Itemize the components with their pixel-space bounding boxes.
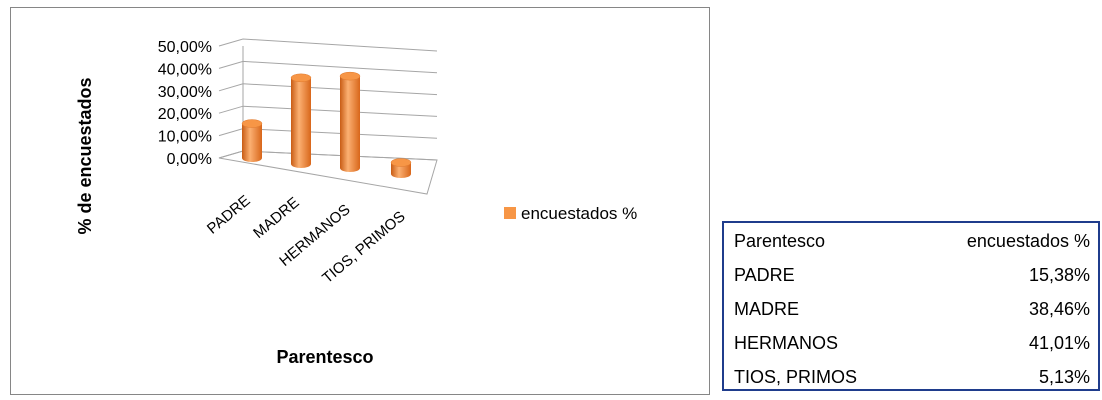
bars	[241, 71, 412, 178]
y-tick-label: 0,00%	[167, 151, 212, 168]
table-header-cell: encuestados %	[966, 231, 1090, 251]
table-cell: 5,13%	[1038, 367, 1090, 387]
table-cell: 41,01%	[1028, 333, 1090, 353]
gridline	[218, 38, 438, 52]
y-tick-label: 50,00%	[158, 39, 212, 56]
bar-body	[391, 162, 411, 178]
bar	[339, 71, 361, 172]
x-tick-label: PADRE	[204, 192, 254, 238]
bar-top	[290, 73, 312, 83]
bar-chart: 0,00% 10,00% 20,00% 30,00% 40,00% 50,00% PADR…	[75, 38, 637, 367]
y-axis-ticks: 0,00% 10,00% 20,00% 30,00% 40,00% 50,00%	[158, 39, 212, 168]
y-axis-title: % de encuestados	[75, 77, 95, 234]
gridline	[218, 105, 438, 117]
floor	[218, 150, 438, 195]
y-tick-label: 10,00%	[158, 129, 212, 146]
table-row: MADRE 38,46%	[724, 293, 1098, 327]
y-tick-label: 30,00%	[158, 84, 212, 101]
table-cell: MADRE	[734, 299, 800, 319]
table-cell: 38,46%	[1028, 299, 1090, 319]
gridlines	[218, 38, 438, 195]
x-tick-label: MADRE	[250, 194, 302, 242]
table-cell: TIOS, PRIMOS	[734, 367, 858, 387]
legend: encuestados %	[504, 204, 637, 223]
bar	[290, 73, 312, 168]
table-header-row: Parentesco encuestados %	[724, 225, 1098, 259]
bar-top	[339, 71, 361, 81]
table-cell: PADRE	[734, 265, 795, 285]
bar-body	[291, 77, 311, 168]
table-row: TIOS, PRIMOS 5,13%	[724, 361, 1098, 395]
x-axis-title: Parentesco	[276, 347, 373, 367]
gridline	[218, 83, 438, 96]
table-cell: 15,38%	[1028, 265, 1090, 285]
legend-swatch	[504, 207, 516, 219]
chart-container: 0,00% 10,00% 20,00% 30,00% 40,00% 50,00% PADR…	[10, 7, 710, 395]
table-row: HERMANOS 41,01%	[724, 327, 1098, 361]
bar	[241, 119, 263, 162]
data-table: Parentesco encuestados % PADRE 15,38% MA…	[722, 221, 1100, 391]
legend-label: encuestados %	[521, 204, 637, 223]
gridline	[218, 60, 438, 74]
bar-top	[241, 119, 263, 128]
table-row: PADRE 15,38%	[724, 259, 1098, 293]
bar	[390, 158, 412, 178]
bar-body	[242, 123, 262, 162]
bar-top	[390, 158, 412, 167]
bar-body	[340, 76, 360, 172]
table-cell: HERMANOS	[734, 333, 839, 353]
y-tick-label: 20,00%	[158, 106, 212, 123]
y-tick-label: 40,00%	[158, 61, 212, 78]
table-header-cell: Parentesco	[734, 231, 826, 251]
